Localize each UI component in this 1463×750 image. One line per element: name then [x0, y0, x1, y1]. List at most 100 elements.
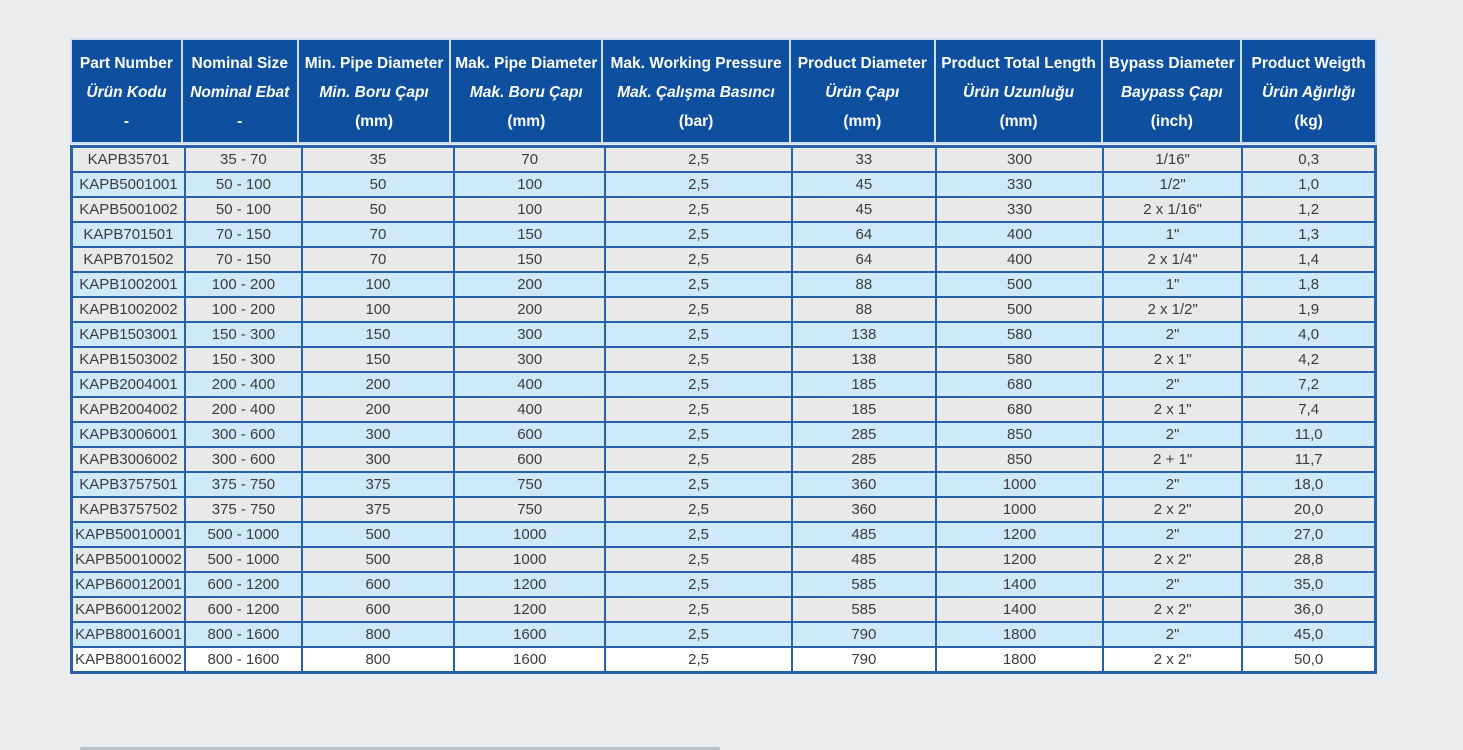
- table-cell: 200 - 400: [183, 371, 303, 398]
- table-cell: 400: [935, 221, 1105, 248]
- table-cell: 64: [790, 246, 938, 273]
- table-cell: 1800: [935, 621, 1105, 648]
- column-header: Part Number Ürün Kodu -: [72, 40, 183, 142]
- column-header-en: Product Total Length: [941, 55, 1096, 72]
- table-cell: 138: [790, 321, 938, 348]
- table-cell: 150 - 300: [183, 346, 303, 373]
- table-cell: 500 - 1000: [183, 521, 303, 548]
- table-cell: 150: [453, 246, 607, 273]
- part-number-cell: KAPB3757501: [70, 471, 186, 498]
- table-cell: 200: [453, 271, 607, 298]
- table-row: KAPB701501 70 - 150 70 150 2,5 64 400 1" 1,3: [70, 221, 1377, 248]
- table-cell: 2 x 2": [1102, 596, 1244, 623]
- part-number-cell: KAPB80016001: [70, 621, 186, 648]
- table-cell: 28,8: [1241, 546, 1377, 573]
- table-cell: 150: [300, 321, 456, 348]
- table-cell: 2,5: [604, 145, 793, 173]
- column-header-unit: (mm): [355, 113, 393, 130]
- table-cell: 850: [935, 421, 1105, 448]
- table-cell: 200: [300, 396, 456, 423]
- table-cell: 45: [790, 196, 938, 223]
- table-cell: 50,0: [1241, 646, 1377, 674]
- table-cell: 750: [453, 471, 607, 498]
- column-header-tr: Ürün Ağırlığı: [1261, 84, 1356, 101]
- table-row: KAPB1503002 150 - 300 150 300 2,5 138 580 2 x 1…: [70, 346, 1377, 373]
- table-cell: 2,5: [604, 246, 793, 273]
- table-cell: 2 + 1": [1102, 446, 1244, 473]
- part-number-cell: KAPB1503001: [70, 321, 186, 348]
- table-cell: 64: [790, 221, 938, 248]
- table-cell: 2,5: [604, 496, 793, 523]
- table-row: KAPB50010001 500 - 1000 500 1000 2,5 485 1200 2…: [70, 521, 1377, 548]
- table-cell: 2 x 2": [1102, 496, 1244, 523]
- table-cell: 375 - 750: [183, 471, 303, 498]
- column-header: Min. Pipe Diameter Min. Boru Çapı (mm): [298, 40, 452, 142]
- table-cell: 285: [790, 421, 938, 448]
- table-cell: 800 - 1600: [183, 646, 303, 674]
- table-row: KAPB3757501 375 - 750 375 750 2,5 360 1000 2" 18…: [70, 471, 1377, 498]
- table-cell: 580: [935, 346, 1105, 373]
- table-cell: 1000: [453, 546, 607, 573]
- table-cell: 600: [453, 421, 607, 448]
- column-header: Bypass Diameter Baypass Çapı (inch): [1103, 40, 1243, 142]
- table-cell: 100: [300, 296, 456, 323]
- table-cell: 500: [935, 271, 1105, 298]
- column-header-en: Min. Pipe Diameter: [304, 55, 444, 72]
- table-cell: 375: [300, 471, 456, 498]
- column-header-tr: Baypass Çapı: [1120, 84, 1223, 101]
- part-number-cell: KAPB1002001: [70, 271, 186, 298]
- table-cell: 100 - 200: [183, 271, 303, 298]
- table-cell: 185: [790, 371, 938, 398]
- column-header-unit: (mm): [999, 113, 1038, 130]
- table-cell: 585: [790, 596, 938, 623]
- cropped-bottom-artifact: [80, 747, 720, 750]
- table-cell: 2,5: [604, 346, 793, 373]
- table-cell: 1,4: [1241, 246, 1377, 273]
- table-cell: 1800: [935, 646, 1105, 674]
- table-cell: 300: [300, 421, 456, 448]
- column-header: Mak. Pipe Diameter Mak. Boru Çapı (mm): [451, 40, 604, 142]
- table-cell: 1,2: [1241, 196, 1377, 223]
- part-number-cell: KAPB60012002: [70, 596, 186, 623]
- table-cell: 100: [453, 196, 607, 223]
- product-spec-table: Part Number Ürün Kodu - Nominal Size Nominal…: [70, 38, 1377, 674]
- column-header-tr: Mak. Çalışma Basıncı: [617, 84, 775, 101]
- part-number-cell: KAPB50010001: [70, 521, 186, 548]
- table-cell: 330: [935, 196, 1105, 223]
- table-cell: 2,5: [604, 571, 793, 598]
- table-cell: 1200: [935, 521, 1105, 548]
- table-cell: 2 x 1/16": [1102, 196, 1244, 223]
- table-cell: 600 - 1200: [183, 571, 303, 598]
- table-row: KAPB80016001 800 - 1600 800 1600 2,5 790 1800 2…: [70, 621, 1377, 648]
- table-cell: 100: [453, 171, 607, 198]
- table-cell: 1400: [935, 571, 1105, 598]
- table-cell: 88: [790, 296, 938, 323]
- table-row: KAPB5001001 50 - 100 50 100 2,5 45 330 1/2" 1,0: [70, 171, 1377, 198]
- table-row: KAPB1002001 100 - 200 100 200 2,5 88 500 1" 1,8: [70, 271, 1377, 298]
- part-number-cell: KAPB50010002: [70, 546, 186, 573]
- table-cell: 2,5: [604, 296, 793, 323]
- table-cell: 2,5: [604, 621, 793, 648]
- column-header-en: Product Diameter: [797, 55, 927, 72]
- part-number-cell: KAPB701502: [70, 246, 186, 273]
- part-number-cell: KAPB80016002: [70, 646, 186, 674]
- table-cell: 1": [1102, 271, 1244, 298]
- table-row: KAPB50010002 500 - 1000 500 1000 2,5 485 1200 2…: [70, 546, 1377, 573]
- table-cell: 1000: [935, 496, 1105, 523]
- table-cell: 2,5: [604, 446, 793, 473]
- table-cell: 200: [453, 296, 607, 323]
- column-header-unit: (kg): [1294, 113, 1323, 130]
- part-number-cell: KAPB701501: [70, 221, 186, 248]
- column-header-tr: Min. Boru Çapı: [319, 84, 429, 101]
- table-cell: 88: [790, 271, 938, 298]
- table-cell: 2,5: [604, 271, 793, 298]
- table-row: KAPB80016002 800 - 1600 800 1600 2,5 790 1800 2…: [70, 646, 1377, 674]
- table-cell: 138: [790, 346, 938, 373]
- table-cell: 600: [453, 446, 607, 473]
- column-header-unit: -: [237, 113, 243, 130]
- table-row: KAPB1002002 100 - 200 100 200 2,5 88 500 2 x 1/…: [70, 296, 1377, 323]
- table-cell: 680: [935, 371, 1105, 398]
- table-cell: 2 x 1": [1102, 396, 1244, 423]
- table-cell: 33: [790, 145, 938, 173]
- column-header-tr: Ürün Çapı: [825, 84, 900, 101]
